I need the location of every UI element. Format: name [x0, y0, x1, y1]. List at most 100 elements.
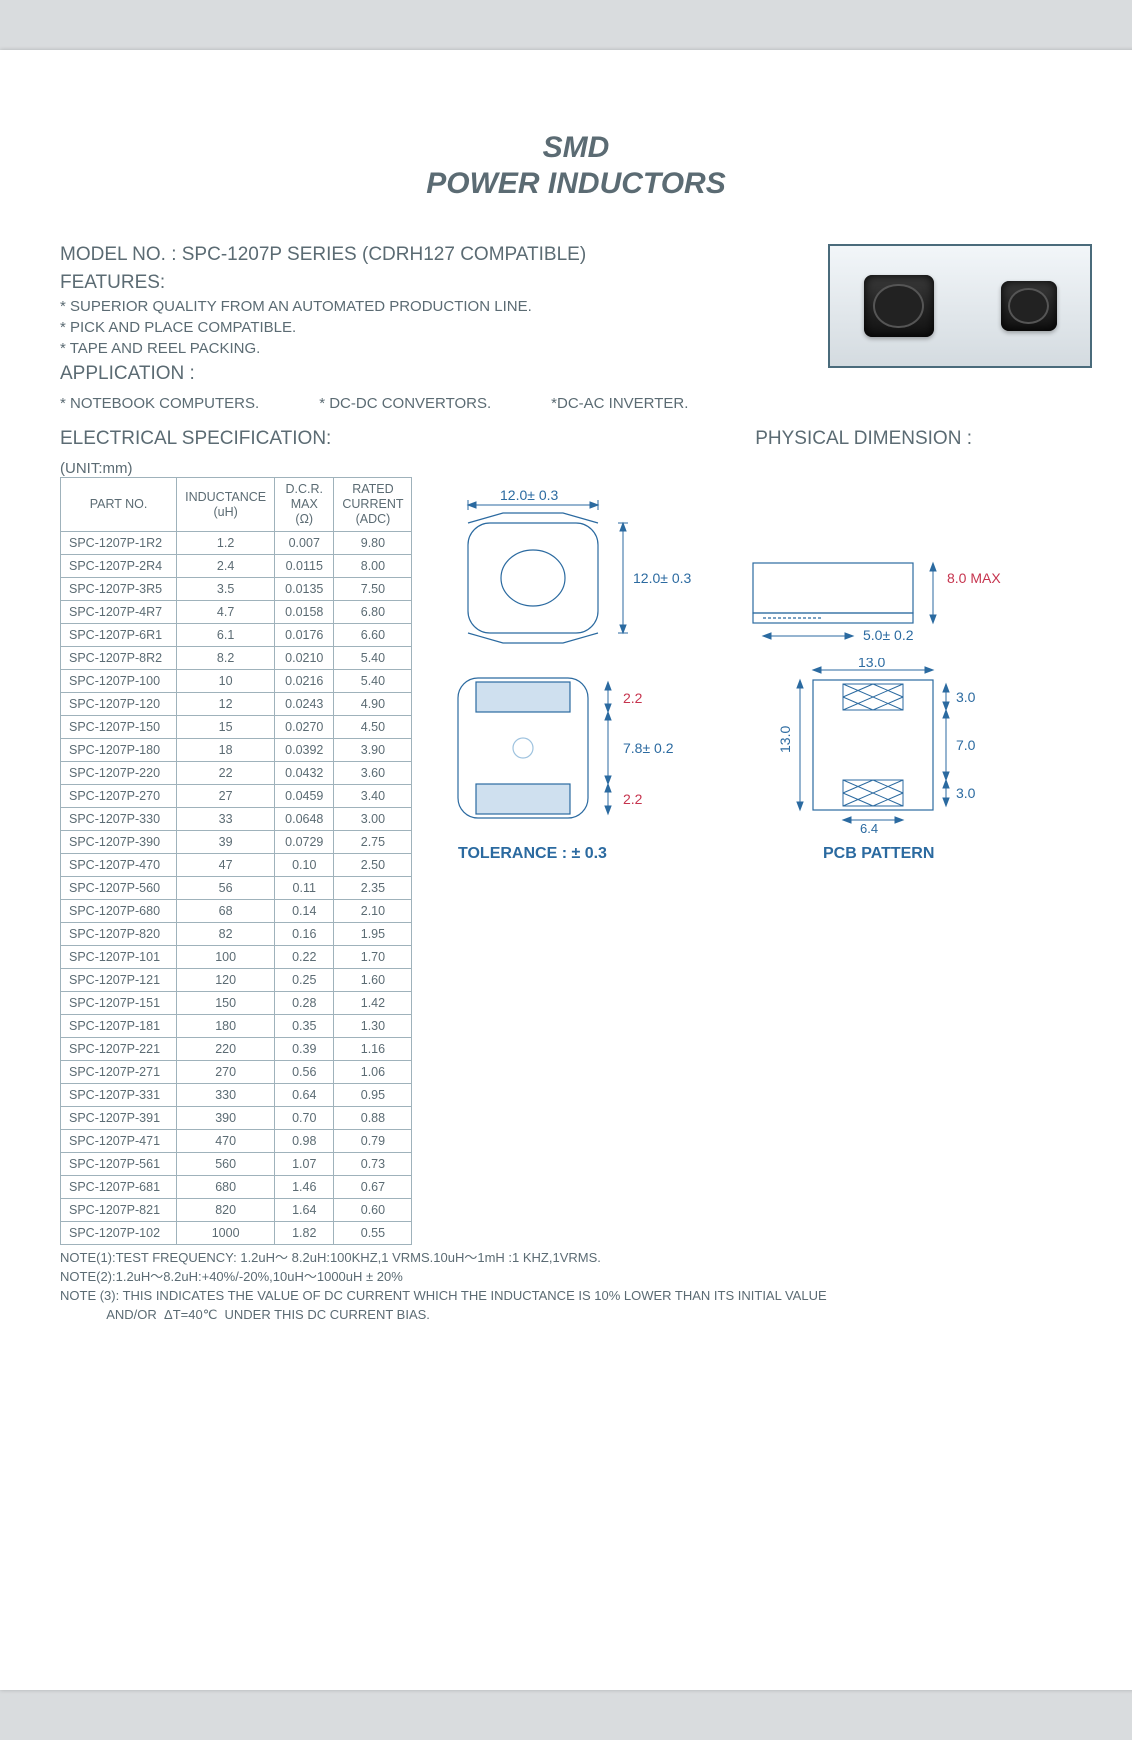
cell-part-no: SPC-1207P-560 — [61, 877, 177, 900]
cell-rated: 9.80 — [334, 532, 412, 555]
inductor-photo-chip — [864, 275, 934, 337]
col-inductance: INDUCTANCE (uH) — [177, 478, 275, 532]
cell-dcr: 0.0432 — [275, 762, 334, 785]
main-content-row: PART NO. INDUCTANCE (uH) D.C.R. MAX (Ω) … — [60, 477, 1092, 1245]
cell-part-no: SPC-1207P-2R4 — [61, 555, 177, 578]
cell-dcr: 0.0210 — [275, 647, 334, 670]
cell-dcr: 0.0216 — [275, 670, 334, 693]
cell-part-no: SPC-1207P-391 — [61, 1107, 177, 1130]
table-row: SPC-1207P-220220.04323.60 — [61, 762, 412, 785]
cell-part-no: SPC-1207P-120 — [61, 693, 177, 716]
cell-dcr: 1.64 — [275, 1199, 334, 1222]
header-text-column: MODEL NO. : SPC-1207P SERIES (CDRH127 CO… — [60, 238, 818, 387]
cell-dcr: 0.22 — [275, 946, 334, 969]
table-row: SPC-1207P-4714700.980.79 — [61, 1130, 412, 1153]
top-view-diagram: 12.0± 0.3 12.0± 0.3 — [428, 483, 728, 653]
cell-rated: 1.60 — [334, 969, 412, 992]
cell-rated: 0.60 — [334, 1199, 412, 1222]
dim-side-height: 8.0 MAX — [947, 570, 1001, 586]
cell-rated: 8.00 — [334, 555, 412, 578]
cell-inductance: 1.2 — [177, 532, 275, 555]
cell-rated: 0.67 — [334, 1176, 412, 1199]
col-dcr: D.C.R. MAX (Ω) — [275, 478, 334, 532]
cell-dcr: 0.28 — [275, 992, 334, 1015]
dim-pcb-padw: 6.4 — [860, 821, 878, 836]
cell-inductance: 560 — [177, 1153, 275, 1176]
cell-dcr: 0.11 — [275, 877, 334, 900]
application-item: *DC-AC INVERTER. — [551, 395, 688, 412]
cell-part-no: SPC-1207P-470 — [61, 854, 177, 877]
cell-dcr: 0.0270 — [275, 716, 334, 739]
cell-inductance: 390 — [177, 1107, 275, 1130]
table-row: SPC-1207P-3R53.50.01357.50 — [61, 578, 412, 601]
cell-part-no: SPC-1207P-471 — [61, 1130, 177, 1153]
table-row: SPC-1207P-2R42.40.01158.00 — [61, 555, 412, 578]
side-view-diagram: 8.0 MAX 5.0± 0.2 — [733, 533, 1063, 653]
title-line-2: POWER INDUCTORS — [60, 166, 1092, 202]
note-line: NOTE (3): THIS INDICATES THE VALUE OF DC… — [60, 1287, 1092, 1306]
feature-line: * SUPERIOR QUALITY FROM AN AUTOMATED PRO… — [60, 298, 818, 315]
table-row: SPC-1207P-680680.142.10 — [61, 900, 412, 923]
cell-dcr: 0.14 — [275, 900, 334, 923]
cell-rated: 7.50 — [334, 578, 412, 601]
cell-inductance: 1000 — [177, 1222, 275, 1245]
table-row: SPC-1207P-6816801.460.67 — [61, 1176, 412, 1199]
cell-inductance: 12 — [177, 693, 275, 716]
header-area: MODEL NO. : SPC-1207P SERIES (CDRH127 CO… — [60, 238, 1092, 387]
dim-bottom-pad1: 2.2 — [623, 690, 643, 706]
cell-inductance: 8.2 — [177, 647, 275, 670]
cell-rated: 0.88 — [334, 1107, 412, 1130]
table-row: SPC-1207P-150150.02704.50 — [61, 716, 412, 739]
electrical-spec-heading: ELECTRICAL SPECIFICATION: — [60, 428, 331, 450]
note-line: NOTE(2):1.2uH～8.2uH:+40%/-20%,10uH～1000u… — [60, 1268, 1092, 1287]
cell-dcr: 0.0243 — [275, 693, 334, 716]
table-row: SPC-1207P-1811800.351.30 — [61, 1015, 412, 1038]
note-line: AND/OR ΔT=40℃ UNDER THIS DC CURRENT BIAS… — [60, 1306, 1092, 1325]
cell-part-no: SPC-1207P-8R2 — [61, 647, 177, 670]
dim-side-lead: 5.0± 0.2 — [863, 627, 914, 643]
feature-line: * TAPE AND REEL PACKING. — [60, 340, 818, 357]
table-body: SPC-1207P-1R21.20.0079.80SPC-1207P-2R42.… — [61, 532, 412, 1245]
cell-rated: 1.42 — [334, 992, 412, 1015]
application-item: * NOTEBOOK COMPUTERS. — [60, 395, 259, 412]
cell-dcr: 0.0392 — [275, 739, 334, 762]
cell-rated: 4.90 — [334, 693, 412, 716]
electrical-spec-table: PART NO. INDUCTANCE (uH) D.C.R. MAX (Ω) … — [60, 477, 412, 1245]
dim-pcb-gap: 7.0 — [956, 737, 976, 753]
cell-part-no: SPC-1207P-3R5 — [61, 578, 177, 601]
cell-inductance: 22 — [177, 762, 275, 785]
cell-rated: 0.73 — [334, 1153, 412, 1176]
table-row: SPC-1207P-1R21.20.0079.80 — [61, 532, 412, 555]
cell-rated: 6.60 — [334, 624, 412, 647]
cell-part-no: SPC-1207P-220 — [61, 762, 177, 785]
cell-inductance: 150 — [177, 992, 275, 1015]
application-heading: APPLICATION : — [60, 363, 818, 385]
table-row: SPC-1207P-2212200.391.16 — [61, 1038, 412, 1061]
pcb-pattern-diagram: 13.0 — [768, 658, 988, 868]
table-row: SPC-1207P-560560.112.35 — [61, 877, 412, 900]
table-row: SPC-1207P-5615601.070.73 — [61, 1153, 412, 1176]
cell-inductance: 100 — [177, 946, 275, 969]
product-photo — [828, 244, 1092, 368]
cell-dcr: 0.35 — [275, 1015, 334, 1038]
cell-inductance: 47 — [177, 854, 275, 877]
datasheet-page: SMD POWER INDUCTORS MODEL NO. : SPC-1207… — [0, 50, 1132, 1690]
cell-rated: 2.75 — [334, 831, 412, 854]
cell-rated: 4.50 — [334, 716, 412, 739]
cell-inductance: 68 — [177, 900, 275, 923]
cell-rated: 1.95 — [334, 923, 412, 946]
cell-dcr: 0.25 — [275, 969, 334, 992]
bottom-and-pcb-row: 2.2 7.8± 0.2 2.2 TOLERANCE : ± 0.3 — [428, 658, 1092, 868]
cell-inductance: 330 — [177, 1084, 275, 1107]
cell-inductance: 82 — [177, 923, 275, 946]
cell-part-no: SPC-1207P-101 — [61, 946, 177, 969]
cell-inductance: 27 — [177, 785, 275, 808]
dim-bottom-body: 7.8± 0.2 — [623, 740, 674, 756]
cell-part-no: SPC-1207P-331 — [61, 1084, 177, 1107]
dim-top-width: 12.0± 0.3 — [500, 487, 558, 503]
cell-dcr: 0.98 — [275, 1130, 334, 1153]
pcb-pattern-label: PCB PATTERN — [823, 845, 934, 862]
model-number: MODEL NO. : SPC-1207P SERIES (CDRH127 CO… — [60, 244, 818, 266]
cell-inductance: 270 — [177, 1061, 275, 1084]
cell-inductance: 56 — [177, 877, 275, 900]
